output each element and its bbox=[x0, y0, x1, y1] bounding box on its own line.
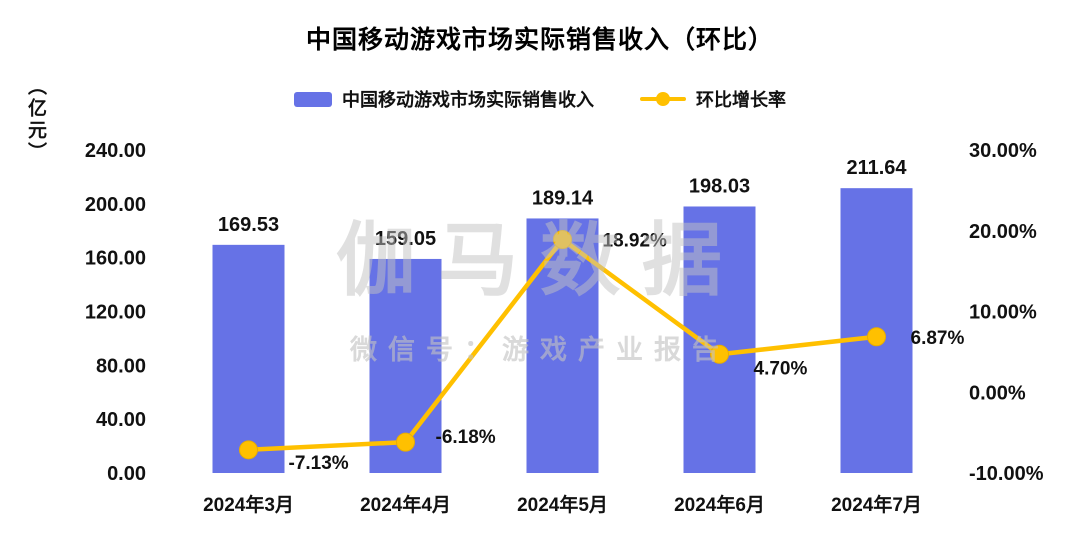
growth-value-label: -6.18% bbox=[436, 427, 496, 448]
x-axis-label: 2024年3月 bbox=[203, 493, 294, 516]
revenue-bar bbox=[683, 206, 756, 473]
x-axis-label: 2024年4月 bbox=[360, 493, 451, 516]
left-axis-tick: 40.00 bbox=[96, 409, 146, 431]
x-axis-label: 2024年6月 bbox=[674, 493, 765, 516]
growth-point bbox=[867, 327, 886, 347]
right-axis-tick: 30.00% bbox=[969, 140, 1037, 162]
growth-point bbox=[239, 440, 258, 460]
left-axis-tick: 160.00 bbox=[85, 248, 146, 270]
growth-value-label: -7.13% bbox=[289, 453, 349, 474]
growth-value-label: 4.70% bbox=[754, 358, 808, 379]
growth-value-label: 6.87% bbox=[911, 328, 965, 349]
x-axis-label: 2024年7月 bbox=[831, 493, 922, 516]
revenue-bar bbox=[526, 218, 599, 473]
right-axis-tick: 0.00% bbox=[969, 382, 1026, 404]
line-dot-icon bbox=[656, 92, 670, 106]
left-axis-tick: 120.00 bbox=[85, 302, 146, 324]
legend-label-revenue: 中国移动游戏市场实际销售收入 bbox=[342, 90, 594, 110]
chart-title: 中国移动游戏市场实际销售收入（环比） bbox=[305, 26, 774, 54]
legend: 中国移动游戏市场实际销售收入 环比增长率 bbox=[0, 86, 1080, 112]
bar-value-label: 169.53 bbox=[218, 214, 279, 236]
x-axis-label: 2024年5月 bbox=[517, 493, 608, 516]
left-axis-tick: 240.00 bbox=[85, 140, 146, 162]
legend-label-growth: 环比增长率 bbox=[696, 90, 786, 110]
growth-point bbox=[710, 344, 729, 364]
right-axis-tick: 20.00% bbox=[969, 221, 1037, 243]
revenue-bar bbox=[212, 244, 285, 473]
left-axis-tick: 80.00 bbox=[96, 355, 146, 377]
right-axis-tick: -10.00% bbox=[969, 463, 1044, 485]
legend-item-revenue[interactable]: 中国移动游戏市场实际销售收入 bbox=[294, 86, 594, 112]
growth-point bbox=[553, 229, 572, 249]
growth-point bbox=[396, 432, 415, 452]
bar-value-label: 211.64 bbox=[846, 157, 907, 179]
line-swatch-icon bbox=[640, 92, 686, 106]
left-axis-tick: 0.00 bbox=[107, 463, 146, 485]
bar-value-label: 189.14 bbox=[532, 187, 594, 209]
right-axis-tick: 10.00% bbox=[969, 302, 1037, 324]
bar-value-label: 159.05 bbox=[375, 228, 436, 250]
y-axis-unit-label: （亿元） bbox=[25, 76, 46, 164]
legend-item-growth[interactable]: 环比增长率 bbox=[640, 86, 786, 112]
bar-swatch-icon bbox=[294, 91, 332, 107]
growth-value-label: 18.92% bbox=[603, 230, 668, 251]
bar-value-label: 198.03 bbox=[689, 175, 750, 197]
left-axis-tick: 200.00 bbox=[85, 194, 146, 216]
